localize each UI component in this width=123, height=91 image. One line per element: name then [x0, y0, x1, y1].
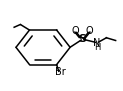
Text: H: H	[94, 43, 100, 52]
Text: S: S	[78, 34, 86, 44]
Text: O: O	[85, 26, 93, 36]
Text: O: O	[72, 26, 79, 36]
Text: N: N	[93, 38, 101, 48]
Text: Br: Br	[55, 67, 66, 77]
